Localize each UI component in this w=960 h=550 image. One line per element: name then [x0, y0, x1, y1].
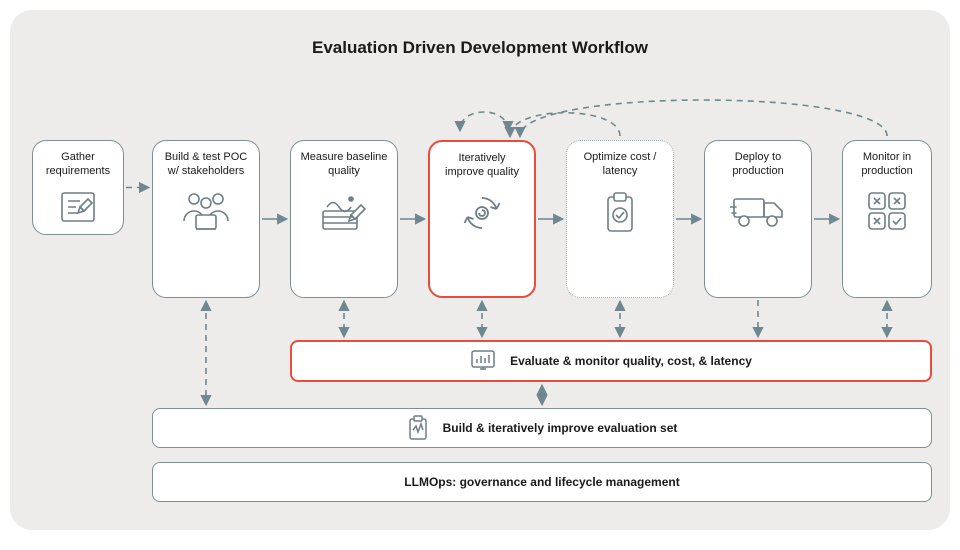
node-iteratively-improve: Iteratively improve quality — [428, 140, 536, 298]
monitor-bars-icon — [470, 349, 496, 373]
node-monitor-production: Monitor in production — [842, 140, 932, 298]
node-label: Measure baseline quality — [299, 151, 389, 179]
diagram-title: Evaluation Driven Development Workflow — [10, 38, 950, 58]
node-label: Optimize cost / latency — [575, 151, 665, 179]
node-measure-baseline: Measure baseline quality — [290, 140, 398, 298]
pencil-note-icon — [58, 189, 98, 230]
clipboard-check-icon — [600, 189, 640, 240]
node-deploy-production: Deploy to production — [704, 140, 812, 298]
node-gather-requirements: Gather requirements — [32, 140, 124, 235]
cycle-icon — [459, 190, 505, 241]
clipboard-pulse-icon — [407, 415, 429, 441]
bar-label: LLMOps: governance and lifecycle managem… — [404, 475, 679, 489]
bar-llmops: LLMOps: governance and lifecycle managem… — [152, 462, 932, 502]
chart-pencil-icon — [319, 189, 369, 238]
node-build-poc: Build & test POC w/ stakeholders — [152, 140, 260, 298]
node-label: Deploy to production — [713, 151, 803, 179]
truck-icon — [730, 189, 786, 234]
node-label: Gather requirements — [41, 151, 115, 179]
diagram-canvas: Evaluation Driven Development Workflow G… — [10, 10, 950, 530]
bar-build-eval-set: Build & iteratively improve evaluation s… — [152, 408, 932, 448]
node-label: Iteratively improve quality — [438, 152, 526, 180]
node-label: Build & test POC w/ stakeholders — [161, 151, 251, 179]
bar-label: Evaluate & monitor quality, cost, & late… — [510, 354, 752, 368]
people-icon — [178, 189, 234, 238]
node-label: Monitor in production — [851, 151, 923, 179]
node-optimize-cost: Optimize cost / latency — [566, 140, 674, 298]
bar-label: Build & iteratively improve evaluation s… — [443, 421, 678, 435]
bar-evaluate-monitor: Evaluate & monitor quality, cost, & late… — [290, 340, 932, 382]
grid-check-icon — [865, 189, 909, 238]
